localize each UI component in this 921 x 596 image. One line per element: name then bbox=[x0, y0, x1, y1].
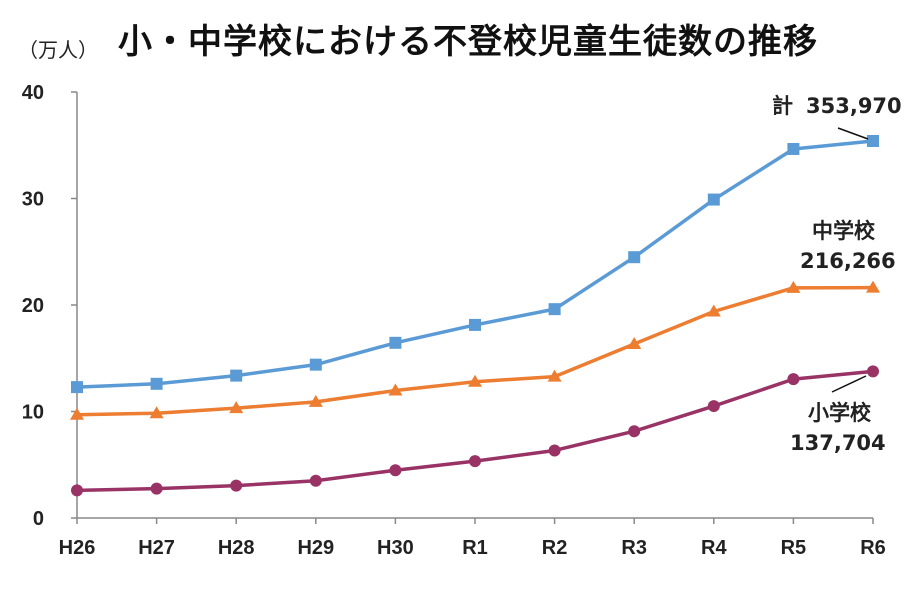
elementary-data-point bbox=[867, 365, 879, 378]
chart-title: 小・中学校における不登校児童生徒数の推移 bbox=[118, 22, 818, 62]
total-data-point bbox=[787, 142, 800, 155]
y-tick-label: 0 bbox=[33, 508, 44, 530]
total-data-point bbox=[150, 377, 163, 390]
x-tick-label: H30 bbox=[377, 537, 414, 559]
x-tick-label: R3 bbox=[621, 537, 647, 559]
x-tick-label: R6 bbox=[860, 537, 886, 559]
junior-high-data-point bbox=[468, 374, 482, 387]
total-data-point bbox=[548, 303, 561, 316]
x-tick-label: H29 bbox=[297, 537, 334, 559]
total-data-point bbox=[867, 134, 879, 147]
total-data-point bbox=[469, 318, 481, 331]
junior-high-data-point bbox=[388, 383, 403, 396]
y-tick-label: 40 bbox=[22, 82, 44, 104]
elementary-data-point bbox=[71, 484, 83, 497]
x-tick-label: H26 bbox=[59, 537, 96, 559]
y-tick-label: 30 bbox=[22, 189, 44, 211]
junior-high-data-point bbox=[786, 280, 801, 293]
elementary-data-point bbox=[150, 482, 163, 495]
total-data-point bbox=[71, 381, 83, 394]
x-tick-label: R2 bbox=[542, 537, 568, 559]
elementary-data-point bbox=[707, 400, 720, 413]
total-annotation-name: 計 bbox=[772, 94, 793, 118]
y-tick-label: 20 bbox=[22, 295, 44, 317]
total-data-point bbox=[309, 358, 322, 371]
junior-high-data-point bbox=[706, 304, 721, 317]
junior-high-data-point bbox=[308, 394, 323, 407]
junior-annotation-value: 216,266 bbox=[800, 249, 896, 273]
elementary-data-point bbox=[548, 444, 561, 457]
elementary-data-point bbox=[787, 373, 800, 386]
elementary-data-point bbox=[230, 479, 243, 492]
x-tick-label: H27 bbox=[138, 537, 175, 559]
junior-high-data-point bbox=[627, 336, 642, 349]
total-data-point bbox=[230, 369, 243, 382]
junior-high-data-point bbox=[866, 280, 880, 293]
total-leader-line bbox=[837, 127, 869, 140]
x-tick-label: R1 bbox=[462, 537, 488, 559]
total-data-point bbox=[628, 251, 641, 264]
total-annotation-value: 353,970 bbox=[806, 94, 902, 118]
x-tick-label: R4 bbox=[701, 537, 727, 559]
total-data-point bbox=[707, 193, 720, 206]
x-tick-label: H28 bbox=[218, 537, 255, 559]
y-tick-label: 10 bbox=[22, 402, 44, 424]
series-line-triangle bbox=[76, 285, 874, 417]
elementary-annotation-value: 137,704 bbox=[790, 431, 886, 455]
junior-high-data-point bbox=[547, 369, 562, 382]
junior-high-data-point bbox=[229, 401, 244, 414]
x-tick-label: R5 bbox=[781, 537, 807, 559]
elementary-leader-line bbox=[831, 375, 867, 393]
y-axis-unit-label: （万人） bbox=[18, 38, 98, 62]
series-line-circle bbox=[76, 369, 874, 493]
elementary-data-point bbox=[628, 425, 641, 438]
junior-high-data-point bbox=[70, 407, 84, 420]
elementary-annotation-name: 小学校 bbox=[808, 401, 872, 425]
series-line-square bbox=[76, 139, 874, 389]
elementary-data-point bbox=[309, 474, 322, 487]
elementary-data-point bbox=[389, 464, 402, 477]
junior-annotation-name: 中学校 bbox=[812, 219, 876, 243]
total-data-point bbox=[389, 336, 402, 349]
elementary-data-point bbox=[469, 455, 481, 468]
junior-high-data-point bbox=[149, 406, 164, 419]
